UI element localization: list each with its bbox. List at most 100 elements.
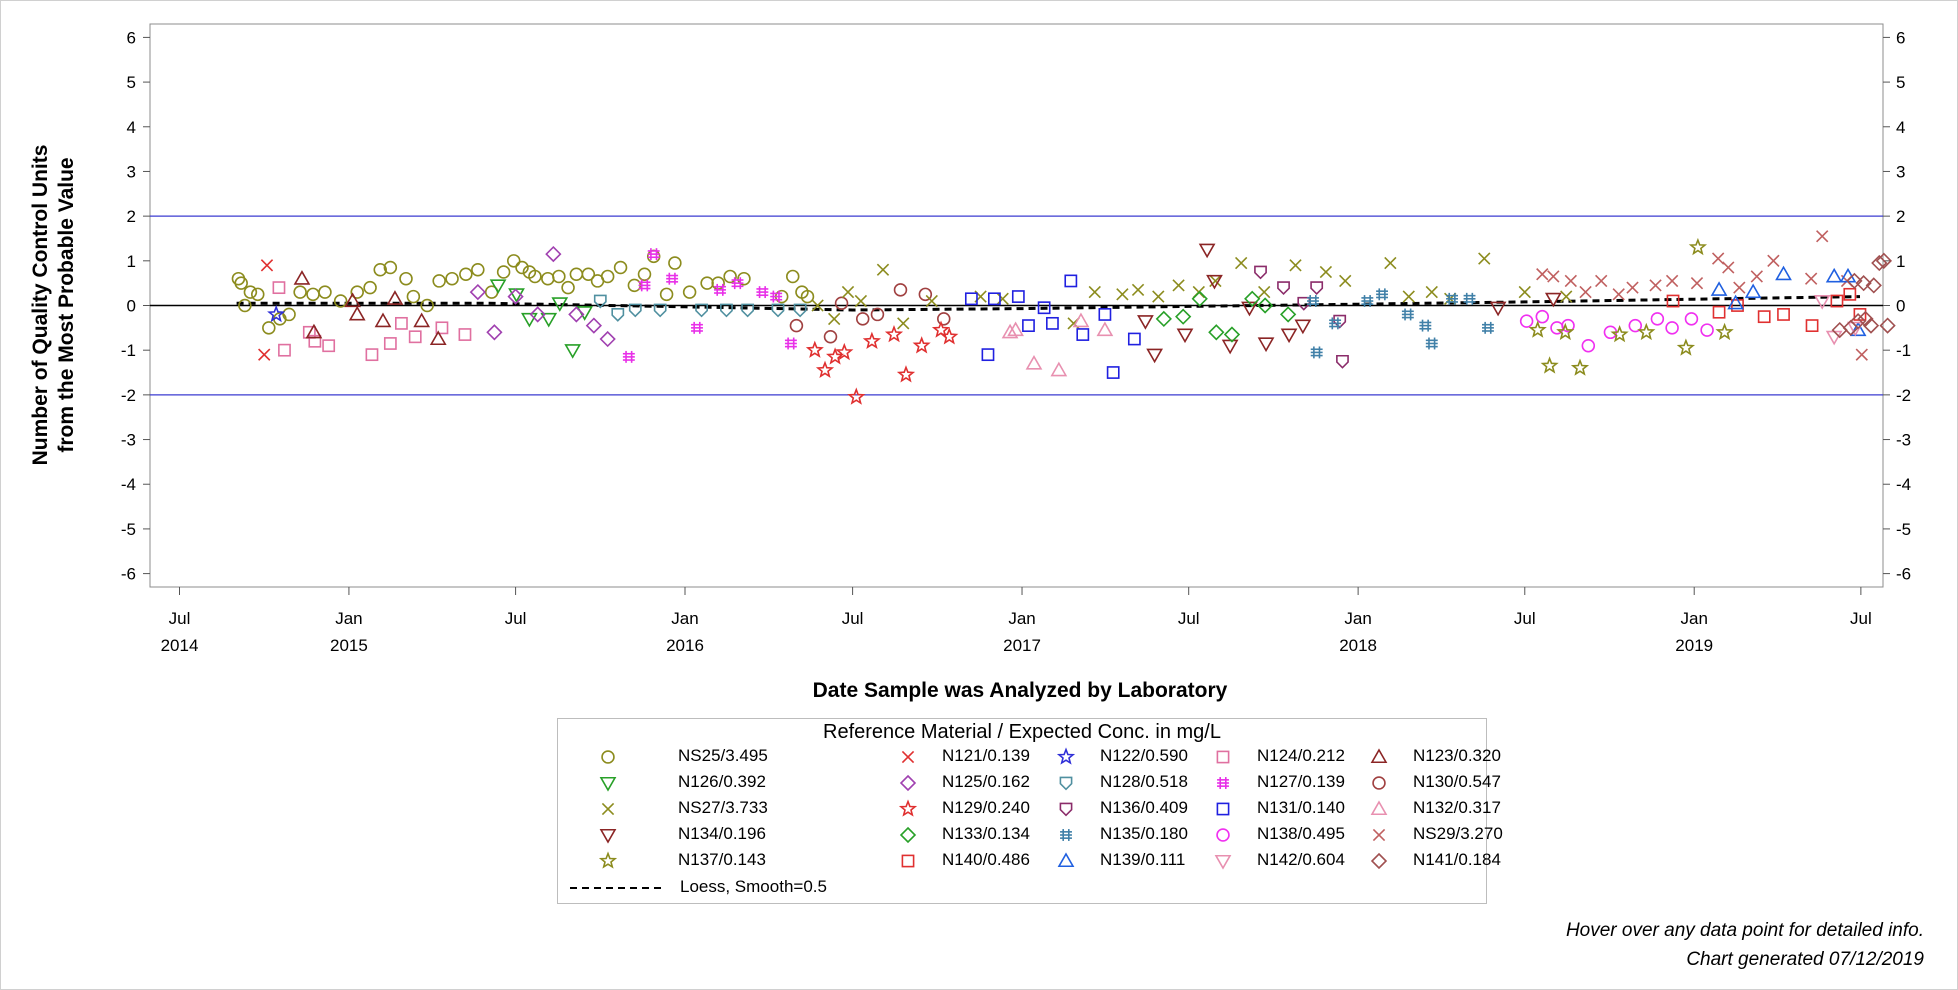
data-point[interactable] — [399, 271, 413, 286]
data-point[interactable] — [545, 245, 562, 263]
data-point[interactable] — [1676, 338, 1696, 356]
data-point[interactable] — [627, 278, 642, 293]
legend-marker[interactable] — [601, 750, 615, 764]
data-point[interactable] — [1804, 272, 1818, 285]
data-point[interactable] — [1757, 310, 1771, 324]
data-point[interactable] — [1715, 322, 1734, 341]
legend-marker[interactable] — [1216, 802, 1230, 816]
data-point[interactable] — [770, 290, 783, 303]
data-point[interactable] — [600, 269, 615, 284]
data-point[interactable] — [918, 287, 933, 302]
data-point[interactable] — [896, 365, 916, 383]
legend-marker[interactable] — [601, 802, 615, 816]
data-point[interactable] — [413, 312, 431, 328]
data-point[interactable] — [408, 330, 422, 344]
data-point[interactable] — [1319, 265, 1333, 279]
data-point[interactable] — [1046, 316, 1059, 330]
data-point[interactable] — [1280, 306, 1297, 323]
data-point[interactable] — [1628, 318, 1643, 333]
data-point[interactable] — [1131, 283, 1145, 297]
data-point[interactable] — [581, 267, 596, 281]
data-point[interactable] — [731, 277, 744, 290]
data-point[interactable] — [637, 267, 652, 281]
data-point[interactable] — [1528, 320, 1547, 338]
legend-marker[interactable] — [1056, 747, 1076, 765]
data-point[interactable] — [585, 317, 602, 334]
data-point[interactable] — [1560, 290, 1573, 303]
data-point[interactable] — [1750, 270, 1763, 283]
data-point[interactable] — [1384, 256, 1397, 270]
data-point[interactable] — [350, 285, 364, 299]
data-point[interactable] — [1805, 319, 1819, 333]
data-point[interactable] — [541, 271, 555, 286]
data-point[interactable] — [1146, 348, 1163, 364]
data-point[interactable] — [471, 263, 485, 277]
data-point[interactable] — [1088, 285, 1101, 299]
data-point[interactable] — [1152, 290, 1165, 303]
data-point[interactable] — [1446, 292, 1458, 305]
data-point[interactable] — [1536, 268, 1549, 281]
data-point[interactable] — [1339, 274, 1352, 288]
data-point[interactable] — [1556, 322, 1575, 341]
data-point[interactable] — [841, 285, 855, 299]
data-point[interactable] — [1254, 265, 1267, 280]
data-point[interactable] — [940, 327, 959, 345]
data-point[interactable] — [847, 387, 866, 405]
data-point[interactable] — [937, 312, 951, 326]
data-point[interactable] — [789, 318, 804, 333]
data-point[interactable] — [695, 303, 708, 318]
data-point[interactable] — [1098, 308, 1112, 321]
data-point[interactable] — [1830, 294, 1844, 308]
data-point[interactable] — [1637, 322, 1656, 341]
data-point[interactable] — [800, 289, 815, 304]
data-point[interactable] — [1700, 323, 1714, 337]
data-point[interactable] — [551, 297, 569, 312]
data-point[interactable] — [278, 343, 291, 357]
data-point[interactable] — [293, 270, 311, 285]
data-point[interactable] — [1419, 319, 1432, 332]
data-point[interactable] — [374, 312, 392, 328]
data-point[interactable] — [243, 285, 258, 299]
data-point[interactable] — [386, 290, 404, 305]
data-point[interactable] — [622, 350, 635, 363]
data-point[interactable] — [1401, 308, 1414, 321]
legend-marker[interactable] — [1057, 852, 1075, 868]
data-point[interactable] — [593, 294, 607, 309]
data-point[interactable] — [1690, 276, 1704, 290]
data-point[interactable] — [1813, 294, 1831, 310]
data-point[interactable] — [756, 286, 769, 299]
data-point[interactable] — [1744, 283, 1762, 299]
data-point[interactable] — [931, 320, 951, 338]
data-point[interactable] — [552, 269, 566, 284]
data-point[interactable] — [854, 294, 868, 308]
data-point[interactable] — [1307, 295, 1319, 307]
legend-marker[interactable] — [599, 828, 617, 844]
data-point[interactable] — [876, 263, 890, 276]
data-point[interactable] — [1710, 281, 1728, 296]
data-point[interactable] — [344, 292, 361, 308]
data-point[interactable] — [1425, 285, 1438, 299]
legend-marker[interactable] — [901, 854, 915, 868]
data-point[interactable] — [1665, 321, 1679, 335]
data-point[interactable] — [528, 269, 542, 284]
data-point[interactable] — [1244, 290, 1261, 307]
data-point[interactable] — [1333, 314, 1347, 329]
data-point[interactable] — [1544, 292, 1562, 308]
data-point[interactable] — [489, 279, 507, 295]
data-point[interactable] — [561, 280, 575, 295]
data-point[interactable] — [258, 348, 271, 361]
data-point[interactable] — [1849, 313, 1867, 330]
data-point[interactable] — [383, 260, 398, 275]
data-point[interactable] — [855, 312, 870, 326]
data-point[interactable] — [1209, 274, 1222, 288]
data-point[interactable] — [1096, 321, 1114, 337]
data-point[interactable] — [1176, 328, 1194, 344]
data-point[interactable] — [1688, 237, 1708, 256]
data-point[interactable] — [1050, 361, 1068, 377]
data-point[interactable] — [1875, 252, 1893, 269]
data-point[interactable] — [515, 260, 529, 275]
data-point[interactable] — [1825, 330, 1843, 346]
data-point[interactable] — [529, 306, 546, 323]
data-point[interactable] — [1208, 324, 1225, 341]
data-point[interactable] — [1649, 279, 1662, 292]
